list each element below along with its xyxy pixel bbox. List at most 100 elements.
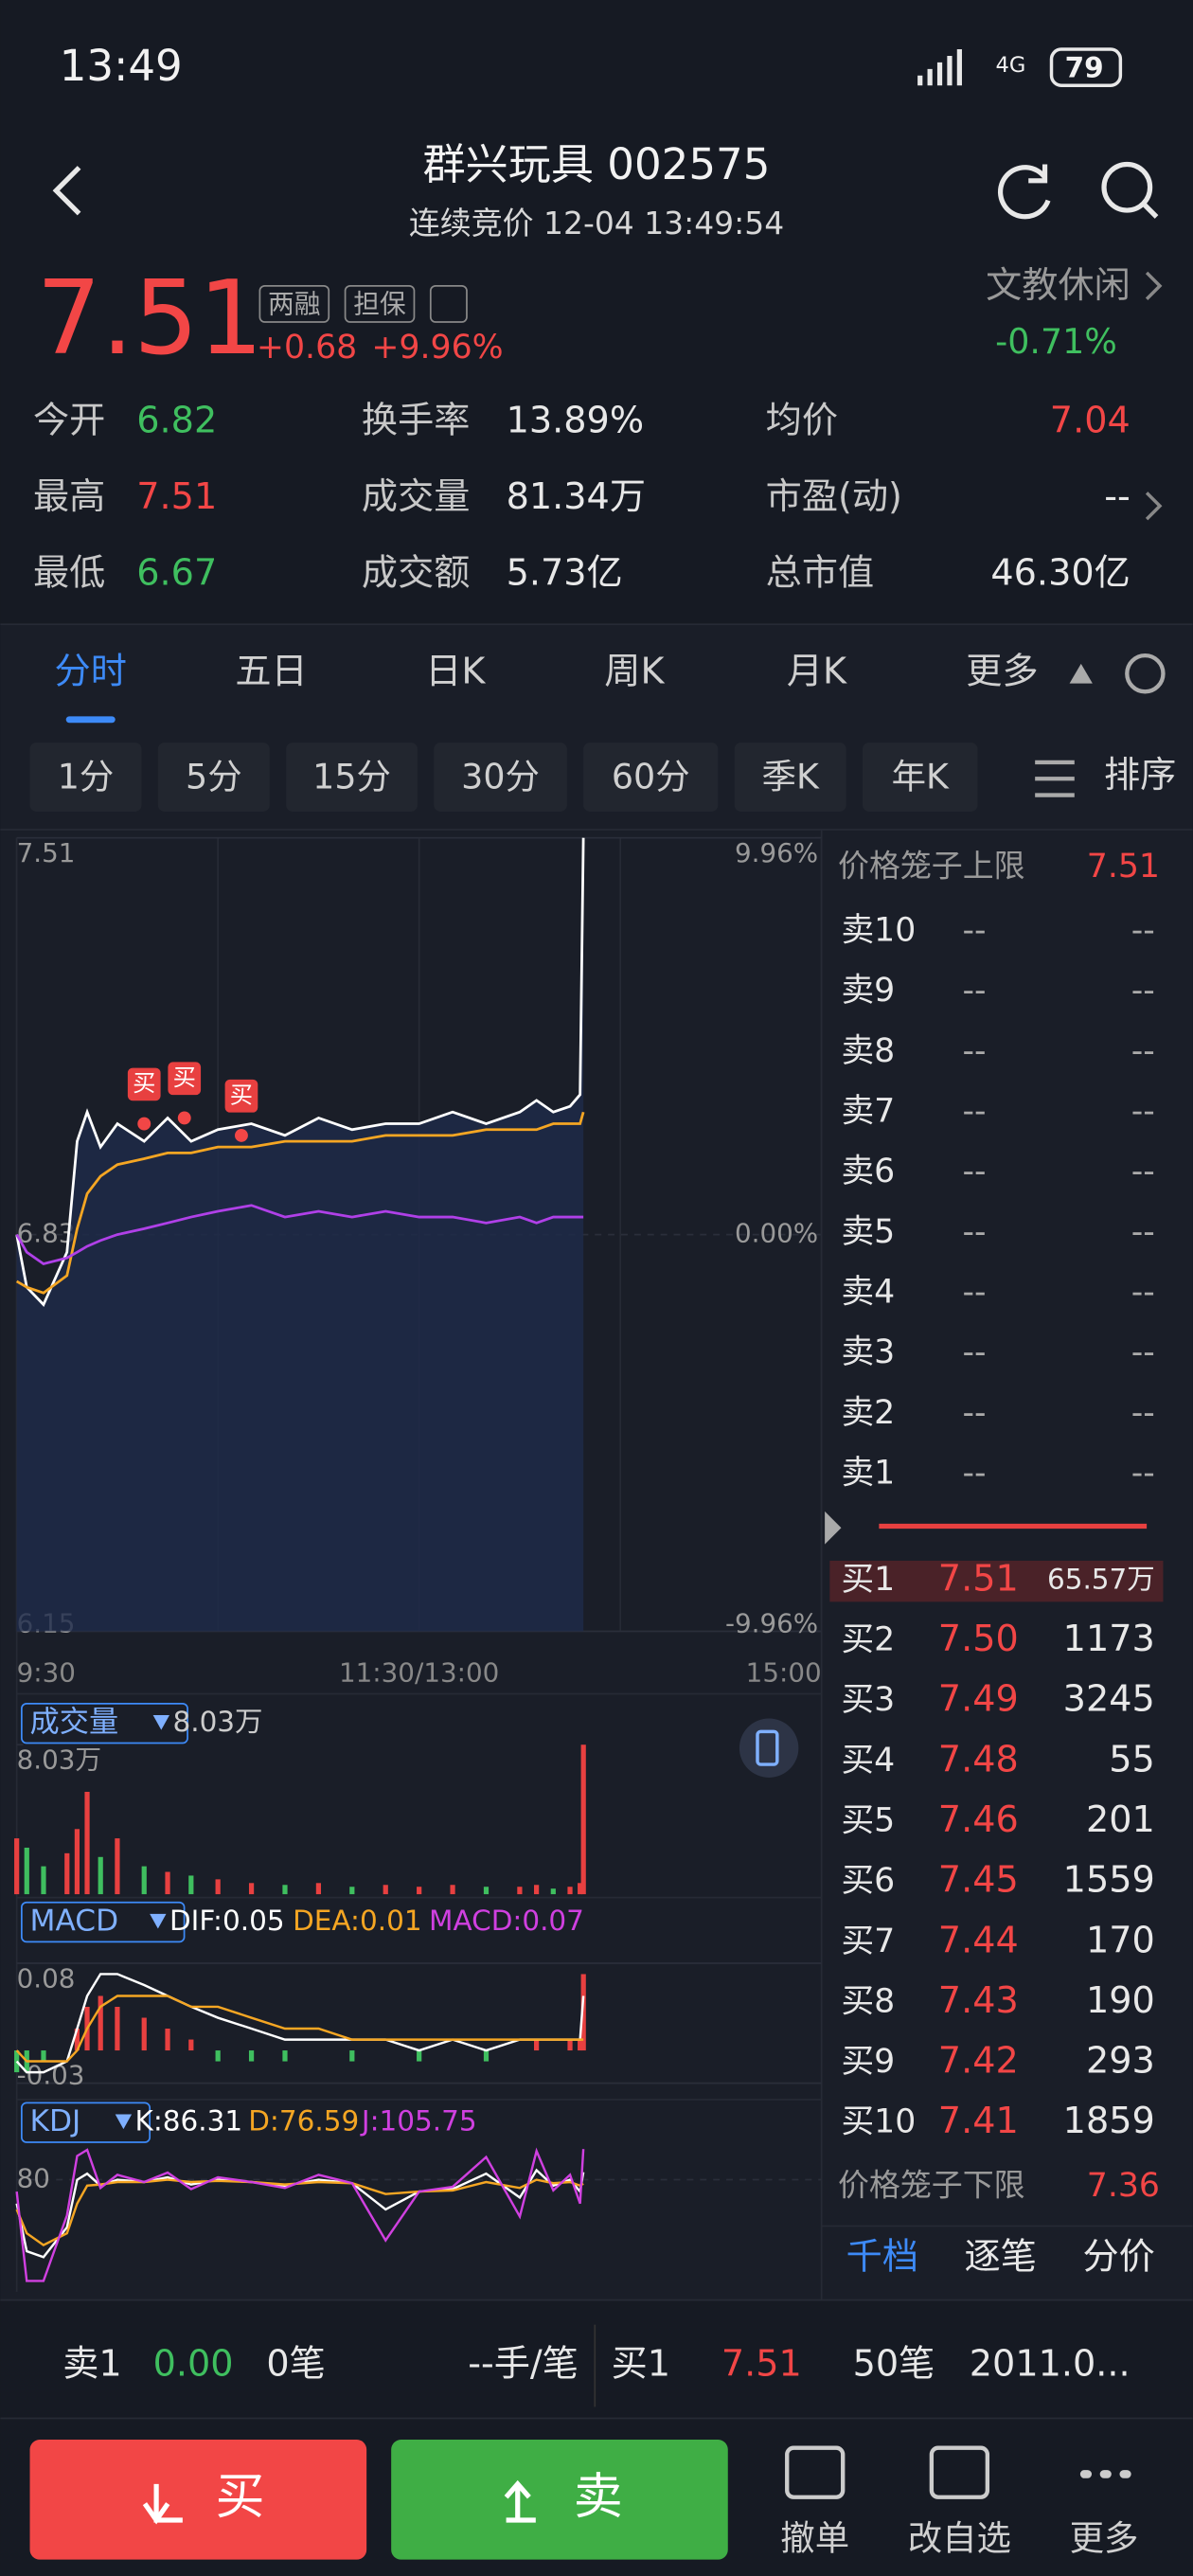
period-label[interactable]: 1分: [58, 757, 115, 797]
ask-label: 卖3: [841, 1333, 895, 1371]
rotate-button[interactable]: [739, 1718, 799, 1778]
bid-label: 买10: [841, 2103, 916, 2141]
search-button[interactable]: [1101, 161, 1153, 213]
series-line: [15, 1204, 584, 1266]
buy-label[interactable]: 买: [216, 2469, 265, 2526]
tab[interactable]: 分时: [55, 651, 127, 692]
stat-value: 5.73亿: [507, 552, 623, 594]
sort-icon: [1035, 760, 1075, 797]
bid-volume: 170: [1086, 1919, 1155, 1960]
sort-label[interactable]: 排序: [1104, 754, 1176, 796]
stat-label: 均价: [766, 399, 838, 440]
tab[interactable]: 日K: [425, 651, 486, 692]
trade-tag: [127, 1067, 161, 1101]
legend-text: D:76.59: [248, 2105, 359, 2138]
period-chip[interactable]: [286, 742, 418, 812]
sell-label[interactable]: 卖: [574, 2469, 623, 2526]
legend-text: DIF:0.05: [169, 1905, 285, 1937]
volume-bar: [483, 1887, 490, 1895]
stat-value: 6.82: [136, 399, 217, 440]
bid-label: 买8: [841, 1982, 895, 2020]
stat-label: 最低: [33, 552, 105, 594]
indicator-name[interactable]: MACD: [30, 1905, 119, 1939]
ask-label: 卖8: [841, 1032, 895, 1070]
ask-label: 卖10: [841, 912, 916, 950]
ask-price: --: [962, 1032, 986, 1070]
period-label[interactable]: 5分: [186, 757, 242, 797]
period-label[interactable]: 15分: [312, 757, 391, 797]
bid-volume: 1173: [1063, 1618, 1155, 1659]
indicator-name[interactable]: KDJ: [30, 2104, 81, 2138]
tab[interactable]: 更多: [966, 651, 1038, 692]
ask-price: --: [962, 1153, 986, 1190]
ask-label: 卖4: [841, 1274, 895, 1312]
trade-marker: [177, 1111, 191, 1125]
dropdown: [152, 1715, 169, 1730]
period-label[interactable]: 季K: [762, 757, 820, 797]
bid-label: 买7: [841, 1923, 895, 1960]
settings-icon[interactable]: [1125, 653, 1166, 694]
action-label[interactable]: 更多: [1070, 2517, 1139, 2558]
summary-per-order: --手/笔: [468, 2342, 579, 2384]
buy-button[interactable]: [29, 2440, 367, 2560]
volume-bar: [188, 1875, 194, 1895]
y2-tick-label: 9.96%: [735, 837, 818, 868]
volume-bar: [74, 1829, 80, 1895]
bid-volume: 65.57万: [1047, 1563, 1155, 1595]
trade-marker: [137, 1117, 151, 1131]
period-chip[interactable]: [434, 742, 567, 812]
volume-bar: [534, 1885, 540, 1895]
sector[interactable]: 文教休闲: [986, 264, 1131, 306]
ask-price: --: [962, 1274, 986, 1312]
series-line: [15, 1111, 585, 1295]
action-label[interactable]: 改自选: [908, 2517, 1011, 2558]
period-label[interactable]: 30分: [461, 757, 540, 797]
volume-bar: [517, 1887, 523, 1895]
legend-text: J:105.75: [360, 2105, 477, 2138]
refresh-button[interactable]: [998, 164, 1051, 220]
period-chip[interactable]: [157, 742, 270, 812]
stat-label: 总市值: [766, 552, 874, 594]
tab[interactable]: 周K: [604, 651, 665, 692]
ask-volume: --: [1131, 1153, 1155, 1190]
stat-value: 13.89%: [507, 399, 644, 440]
indicator-box[interactable]: [20, 1901, 186, 1943]
macd-bar: [248, 2050, 255, 2062]
sector-change: -0.71%: [995, 321, 1117, 362]
bid-volume: 190: [1086, 1979, 1155, 2021]
book-tab[interactable]: 逐笔: [965, 2236, 1037, 2278]
period-chip[interactable]: [863, 742, 978, 812]
network: 4G: [996, 53, 1026, 78]
summary-sell-label: 卖1: [62, 2342, 121, 2384]
indicator-name[interactable]: 成交量: [30, 1706, 119, 1740]
period-chip[interactable]: [583, 742, 719, 812]
macd-bar: [74, 2029, 80, 2051]
macd-bar: [567, 2039, 573, 2051]
dea-line: [15, 1995, 584, 2063]
book-tab[interactable]: 千档: [846, 2236, 918, 2278]
ask-label: 卖9: [841, 972, 895, 1010]
y-tick-label: 7.51: [17, 837, 76, 868]
volume-bar: [383, 1885, 388, 1895]
tab[interactable]: 月K: [787, 651, 847, 692]
period-chip[interactable]: [734, 742, 846, 812]
change-pct: +9.96%: [371, 329, 503, 367]
indicator-box[interactable]: [20, 2102, 151, 2143]
action-label[interactable]: 撤单: [780, 2517, 849, 2558]
period-label[interactable]: 年K: [892, 757, 950, 797]
series-line: [15, 837, 585, 1307]
tab[interactable]: 五日: [235, 651, 307, 692]
ask-volume: --: [1131, 1274, 1155, 1312]
price-area: [16, 837, 584, 1632]
sell-button[interactable]: [391, 2440, 728, 2560]
back-button[interactable]: [52, 166, 81, 216]
period-label[interactable]: 60分: [612, 757, 690, 797]
bid-label: 买3: [841, 1681, 895, 1719]
ask-price: --: [962, 1213, 986, 1251]
book-tab[interactable]: 分价: [1082, 2236, 1154, 2278]
collapse-arrow[interactable]: [825, 1511, 842, 1545]
period-chip[interactable]: [29, 742, 142, 812]
tag-box: [258, 284, 330, 323]
trade-label: 买: [230, 1081, 253, 1108]
indicator-box[interactable]: [20, 1703, 188, 1744]
